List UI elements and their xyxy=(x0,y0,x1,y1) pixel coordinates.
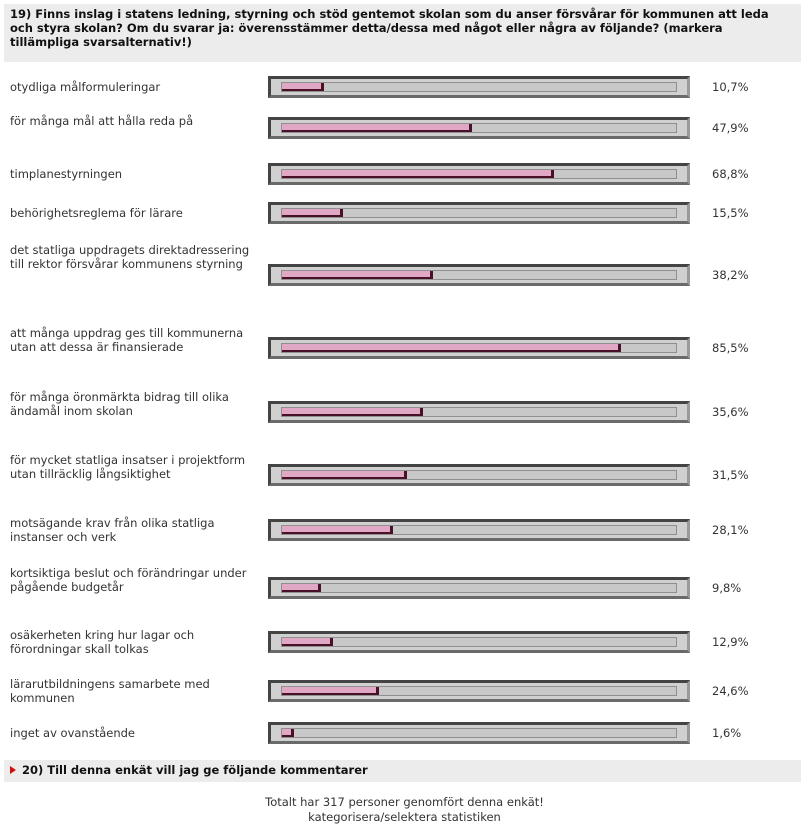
value-label: 1,6% xyxy=(712,726,742,740)
bar xyxy=(282,83,325,91)
bar-track xyxy=(268,202,690,224)
bar-track xyxy=(268,337,690,359)
category-label: inget av ovanstående xyxy=(10,726,135,740)
bar xyxy=(282,687,380,695)
category-label: för många mål att hålla reda på xyxy=(10,114,194,128)
category-label: att många uppdrag ges till kommunerna ut… xyxy=(10,326,244,354)
bar-background xyxy=(281,583,677,593)
next-question-header[interactable]: 20) Till denna enkät vill jag ge följand… xyxy=(4,760,801,782)
value-label: 68,8% xyxy=(712,167,749,181)
category-label: för många öronmärkta bidrag till olika ä… xyxy=(10,390,229,418)
expand-arrow-icon[interactable] xyxy=(10,766,16,774)
bar-track xyxy=(268,519,690,541)
category-label: behörighetsreglema för lärare xyxy=(10,206,183,220)
category-label: lärarutbildningens samarbete med kommune… xyxy=(10,677,210,705)
bar-track xyxy=(268,117,690,139)
value-label: 47,9% xyxy=(712,121,749,135)
categorize-statistics-link[interactable]: kategorisera/selektera statistiken xyxy=(308,810,501,824)
bar xyxy=(282,584,321,592)
respondent-summary: Totalt har 317 personer genomfört denna … xyxy=(265,795,544,809)
bar xyxy=(282,124,472,132)
bar-track xyxy=(268,631,690,653)
bar-background xyxy=(281,728,677,738)
bar xyxy=(282,729,294,737)
bar-background xyxy=(281,637,677,647)
bar-track xyxy=(268,264,690,286)
bar-track xyxy=(268,722,690,744)
value-label: 9,8% xyxy=(712,581,742,595)
category-label: kortsiktiga beslut och förändringar unde… xyxy=(10,566,247,594)
category-label: timplanestyrningen xyxy=(10,167,123,181)
bar-track xyxy=(268,163,690,185)
category-label: osäkerheten kring hur lagar och förordni… xyxy=(10,628,195,656)
bar xyxy=(282,209,344,217)
category-label: det statliga uppdragets direktadresserin… xyxy=(10,243,250,271)
value-label: 38,2% xyxy=(712,268,749,282)
category-label: för mycket statliga insatser i projektfo… xyxy=(10,453,246,481)
value-label: 35,6% xyxy=(712,405,749,419)
bar xyxy=(282,471,407,479)
survey-footer: Totalt har 317 personer genomfört denna … xyxy=(0,795,809,825)
bar xyxy=(282,408,423,416)
bar xyxy=(282,526,394,534)
next-question-label[interactable]: 20) Till denna enkät vill jag ge följand… xyxy=(22,763,368,777)
bar-track xyxy=(268,464,690,486)
value-label: 10,7% xyxy=(712,80,749,94)
bar-background xyxy=(281,82,677,92)
bar-background xyxy=(281,270,677,280)
bar-background xyxy=(281,123,677,133)
value-label: 15,5% xyxy=(712,206,749,220)
bar-background xyxy=(281,525,677,535)
bar-track xyxy=(268,76,690,98)
category-label: otydliga målformuleringar xyxy=(10,80,161,94)
bar-background xyxy=(281,208,677,218)
value-label: 31,5% xyxy=(712,468,749,482)
bar-background xyxy=(281,343,677,353)
bar-background xyxy=(281,407,677,417)
bar xyxy=(282,170,555,178)
bar xyxy=(282,638,334,646)
category-label: motsägande krav från olika statliga inst… xyxy=(10,516,215,544)
bar xyxy=(282,271,434,279)
value-label: 85,5% xyxy=(712,341,749,355)
bar-background xyxy=(281,470,677,480)
bar xyxy=(282,344,621,352)
value-label: 24,6% xyxy=(712,684,749,698)
question-header: 19) Finns inslag i statens ledning, styr… xyxy=(4,4,801,62)
bar-track xyxy=(268,401,690,423)
value-label: 12,9% xyxy=(712,635,749,649)
bar-track xyxy=(268,577,690,599)
value-label: 28,1% xyxy=(712,523,749,537)
bar-background xyxy=(281,686,677,696)
question-title: 19) Finns inslag i statens ledning, styr… xyxy=(10,7,769,49)
bar-background xyxy=(281,169,677,179)
bar-track xyxy=(268,680,690,702)
